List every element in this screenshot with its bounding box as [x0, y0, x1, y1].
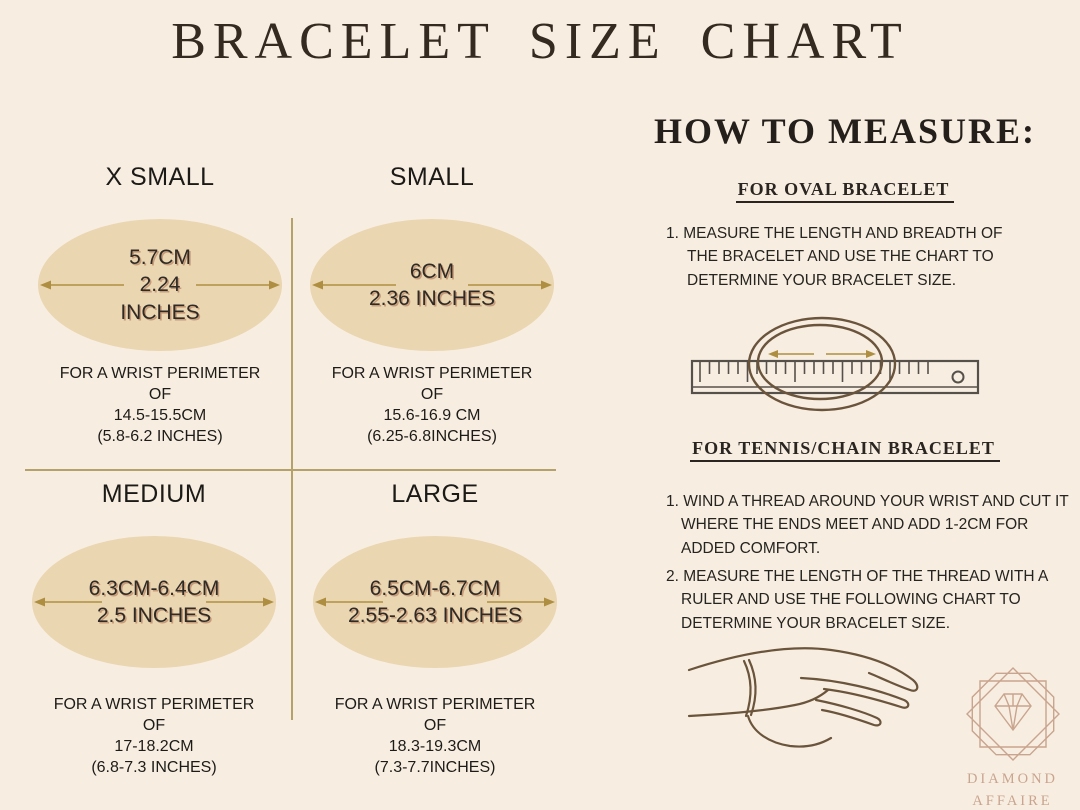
- wrist-line: 14.5-15.5CM: [113, 407, 207, 425]
- wrist-perimeter-text: FOR A WRIST PERIMETER OF 17-18.2CM (6.8-…: [18, 694, 290, 778]
- oval-instructions: 1. MEASURE THE LENGTH AND BREADTH OF THE…: [666, 222, 1066, 292]
- instruction-line: THE BRACELET AND USE THE CHART TO: [687, 248, 994, 266]
- wrist-line: (5.8-6.2 INCHES): [97, 428, 223, 446]
- size-dimensions: 6.5CM-6.7CM 2.55-2.63 INCHES: [313, 536, 557, 668]
- size-dimension-line: 2.24: [139, 273, 181, 297]
- wrist-line: 17-18.2CM: [114, 738, 194, 756]
- oval-bangle-icon: [747, 316, 897, 412]
- tennis-instruction-step1: 1. WIND A THREAD AROUND YOUR WRIST AND C…: [666, 490, 1069, 560]
- page-title: BRACELET SIZE CHART: [171, 13, 909, 70]
- wrist-line: OF: [420, 386, 444, 404]
- ruler-icon: [690, 316, 980, 412]
- ruler-body: [690, 359, 980, 395]
- instruction-line: DETERMINE YOUR BRACELET SIZE.: [681, 614, 951, 632]
- size-dimensions: 5.7CM 2.24 INCHES: [38, 219, 282, 351]
- size-card-xsmall: X SMALL 5.7CM 2.24 INCHES FOR A WRIST PE…: [25, 163, 295, 447]
- size-dimension-line: 5.7CM: [129, 246, 191, 270]
- double-headed-arrow-icon: [40, 280, 280, 290]
- instruction-line: 2. MEASURE THE LENGTH OF THE THREAD WITH…: [666, 568, 1049, 585]
- size-dimension-line: 2.55-2.63 INCHES: [348, 604, 522, 627]
- wrist-perimeter-text: FOR A WRIST PERIMETER OF 14.5-15.5CM (5.…: [25, 363, 295, 447]
- size-dimensions: 6CM 2.36 INCHES: [310, 219, 554, 351]
- brand-name-line1: DIAMOND: [966, 771, 1059, 787]
- wrist-line: FOR A WRIST PERIMETER: [53, 696, 255, 713]
- wrist-line: FOR A WRIST PERIMETER: [334, 696, 536, 713]
- instruction-line: RULER AND USE THE FOLLOWING CHART TO: [681, 591, 1021, 609]
- wrist-perimeter-text: FOR A WRIST PERIMETER OF 15.6-16.9 CM (6…: [298, 363, 566, 447]
- diamond-emblem-icon: [965, 667, 1060, 761]
- size-ellipse-wrap: 6.3CM-6.4CM 2.5 INCHES: [32, 536, 276, 668]
- size-ellipse-wrap: 5.7CM 2.24 INCHES: [38, 219, 282, 351]
- size-label: X SMALL: [105, 163, 215, 191]
- wrist-line: 18.3-19.3CM: [388, 738, 482, 756]
- divider-horizontal: [25, 469, 556, 471]
- double-headed-arrow-icon: [34, 597, 274, 607]
- wrist-line: OF: [142, 717, 166, 735]
- wrist-line: OF: [148, 386, 172, 404]
- tennis-instruction-step2: 2. MEASURE THE LENGTH OF THE THREAD WITH…: [666, 565, 1066, 635]
- wrist-line: FOR A WRIST PERIMETER: [59, 365, 261, 382]
- double-headed-arrow-icon: [312, 280, 552, 290]
- hand-with-thread-icon: [687, 647, 919, 748]
- size-label: LARGE: [391, 480, 479, 508]
- size-label: SMALL: [389, 163, 475, 191]
- size-label: MEDIUM: [101, 480, 207, 508]
- size-dimensions: 6.3CM-6.4CM 2.5 INCHES: [32, 536, 276, 668]
- size-ellipse-wrap: 6CM 2.36 INCHES: [310, 219, 554, 351]
- tennis-bracelet-heading: FOR TENNIS/CHAIN BRACELET: [635, 438, 1055, 462]
- wrist-line: (7.3-7.7INCHES): [374, 759, 496, 777]
- instruction-line: WHERE THE ENDS MEET AND ADD 1-2CM FOR: [681, 516, 1029, 534]
- wrist-line: FOR A WRIST PERIMETER: [331, 365, 533, 382]
- double-headed-arrow-icon: [768, 350, 876, 358]
- wrist-perimeter-text: FOR A WRIST PERIMETER OF 18.3-19.3CM (7.…: [300, 694, 570, 778]
- wrist-line: OF: [423, 717, 447, 735]
- brand-name-line2: AFFAIRE: [972, 792, 1053, 809]
- instruction-line: ADDED COMFORT.: [681, 539, 821, 557]
- ruler-ticks: [699, 362, 929, 382]
- size-ellipse-wrap: 6.5CM-6.7CM 2.55-2.63 INCHES: [313, 536, 557, 668]
- size-card-medium: MEDIUM 6.3CM-6.4CM 2.5 INCHES FOR A WRIS…: [18, 480, 290, 778]
- size-dimension-line: 6.3CM-6.4CM: [88, 576, 220, 600]
- size-dimension-line: 2.5 INCHES: [96, 604, 212, 627]
- size-dimension-line: INCHES: [120, 300, 200, 324]
- size-card-small: SMALL 6CM 2.36 INCHES FOR A WRIST PERIME…: [298, 163, 566, 447]
- double-headed-arrow-icon: [315, 597, 555, 607]
- oval-bracelet-heading: FOR OVAL BRACELET: [635, 179, 1055, 203]
- instruction-line: 1. MEASURE THE LENGTH AND BREADTH OF: [666, 225, 1003, 242]
- how-to-measure-title: HOW TO MEASURE:: [653, 111, 1037, 151]
- instruction-line: DETERMINE YOUR BRACELET SIZE.: [687, 271, 957, 289]
- size-dimension-line: 6CM: [409, 259, 455, 283]
- wrist-line: 15.6-16.9 CM: [383, 407, 481, 425]
- size-dimension-line: 6.5CM-6.7CM: [369, 576, 501, 600]
- size-dimension-line: 2.36 INCHES: [368, 287, 496, 310]
- brand-logo: DIAMOND AFFAIRE: [945, 664, 1080, 810]
- wrist-line: (6.8-7.3 INCHES): [91, 759, 217, 777]
- instruction-line: 1. WIND A THREAD AROUND YOUR WRIST AND C…: [666, 493, 1069, 510]
- wrist-line: (6.25-6.8INCHES): [367, 428, 497, 446]
- size-card-large: LARGE 6.5CM-6.7CM 2.55-2.63 INCHES FOR A…: [300, 480, 570, 778]
